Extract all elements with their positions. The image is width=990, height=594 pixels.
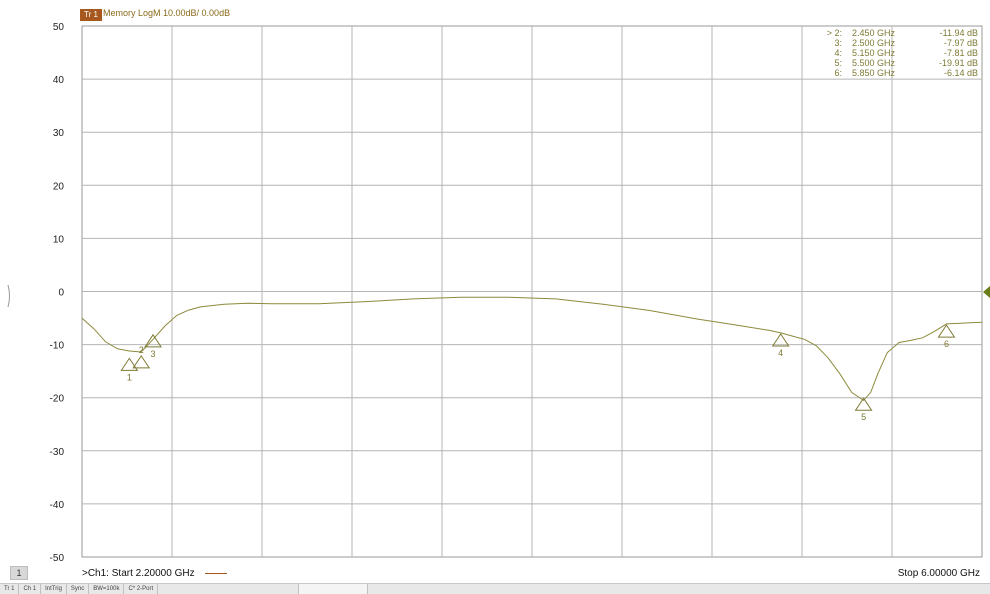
marker-label: 4: [778, 348, 783, 358]
marker-triangle[interactable]: [132, 355, 151, 369]
marker-readout-frequency: 5.850 GHz: [852, 68, 896, 78]
marker-readout-table: > 2: 2.450 GHz -11.94 dB 3: 2.500 GHz -7.97 d…: [812, 28, 978, 78]
marker-readout-value: -6.14 dB: [943, 68, 978, 78]
y-tick-label: 20: [53, 181, 65, 192]
start-frequency-label: >Ch1: Start 2.20000 GHz: [82, 568, 195, 579]
marker-readout-id: 6:: [834, 68, 842, 78]
status-bar-item: Sync: [67, 584, 90, 594]
marker-readout-row: 3: 2.500 GHz -7.97 dB: [812, 38, 978, 48]
y-tick-label: 30: [53, 128, 65, 139]
marker-2[interactable]: 2: [132, 345, 151, 369]
status-bar-item: Ch 1: [19, 584, 42, 594]
y-tick-label: -50: [50, 553, 65, 564]
grid: [81, 25, 983, 558]
marker-triangle[interactable]: [120, 357, 139, 371]
trace-curve: [81, 296, 983, 402]
status-bar-item: BW=100k: [89, 584, 125, 594]
marker-readout-value: -11.94 dB: [939, 28, 978, 38]
marker-4[interactable]: 4: [771, 333, 790, 358]
marker-label: 5: [861, 412, 866, 422]
marker-readout-row: > 2: 2.450 GHz -11.94 dB: [812, 28, 978, 38]
channel-number-box[interactable]: 1: [10, 566, 28, 580]
marker-readout-frequency: 5.500 GHz: [852, 58, 896, 68]
y-axis-ticks: 50 40 30 20 10 0 -10 -20 -30 -40 -50: [50, 22, 65, 564]
marker-label: 3: [151, 349, 156, 359]
y-tick-label: 50: [53, 22, 65, 33]
marker-triangle[interactable]: [854, 397, 873, 411]
trace-color-swatch: [205, 573, 227, 574]
marker-readout-id: > 2:: [826, 28, 842, 38]
marker-label: 6: [944, 339, 949, 349]
marker-triangle[interactable]: [937, 324, 956, 338]
marker-triangle[interactable]: [144, 333, 162, 348]
trace-badge[interactable]: Tr 1: [80, 9, 102, 21]
y-tick-label: 0: [58, 288, 64, 299]
marker-triangle[interactable]: [771, 333, 790, 347]
marker-1[interactable]: 1: [120, 357, 139, 382]
marker-readout-id: 3:: [834, 38, 842, 48]
y-tick-label: -20: [50, 394, 65, 405]
stop-frequency-label: Stop 6.00000 GHz: [897, 568, 980, 579]
marker-readout-row: 4: 5.150 GHz -7.81 dB: [812, 48, 978, 58]
marker-readout-frequency: 2.500 GHz: [852, 38, 896, 48]
y-tick-label: -30: [50, 447, 65, 458]
marker-readout-value: -7.81 dB: [943, 48, 978, 58]
marker-readout-value: -7.97 dB: [943, 38, 978, 48]
marker-readout-row: 5: 5.500 GHz -19.91 dB: [812, 58, 978, 68]
marker-3[interactable]: 3: [144, 333, 162, 359]
marker-5[interactable]: 5: [854, 397, 873, 422]
marker-readout-frequency: 2.450 GHz: [852, 28, 896, 38]
y-tick-label: -10: [50, 341, 65, 352]
status-bar-field[interactable]: [298, 584, 369, 594]
y-tick-label: 10: [53, 234, 65, 245]
marker-readout-row: 6: 5.850 GHz -6.14 dB: [812, 68, 978, 78]
trace-title: Memory LogM 10.00dB/ 0.00dB: [103, 8, 231, 18]
status-bar-item: IntTrig: [41, 584, 67, 594]
y-tick-label: 40: [53, 75, 65, 86]
marker-6[interactable]: 6: [937, 324, 956, 349]
marker-readout-frequency: 5.150 GHz: [852, 48, 896, 58]
marker-readout-value: -19.91 dB: [938, 58, 978, 68]
left-edge-tick: [7, 284, 10, 308]
marker-layer: 12 3 456: [120, 324, 956, 422]
y-tick-label: -40: [50, 500, 65, 511]
marker-readout-id: 5:: [834, 58, 842, 68]
marker-readout-id: 4:: [834, 48, 842, 58]
reference-level-arrow[interactable]: [983, 286, 990, 298]
marker-label: 1: [127, 372, 132, 382]
status-bar-item: Tr 1: [0, 584, 20, 594]
marker-label: 2: [139, 345, 144, 355]
status-bar-item: C* 2-Port: [124, 584, 159, 594]
status-bar: Tr 1 Ch 1 IntTrig Sync BW=100k C* 2-Port: [0, 583, 990, 594]
